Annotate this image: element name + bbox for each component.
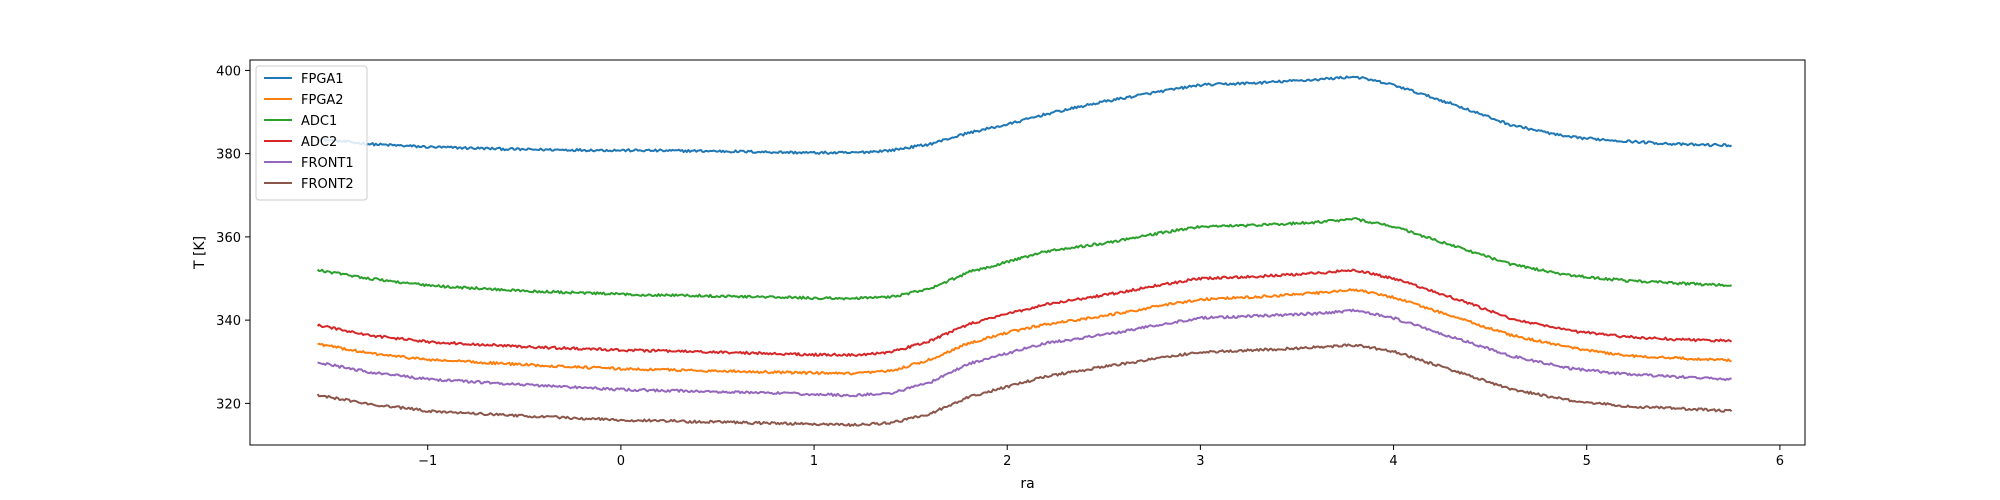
x-tick-label: 5 — [1583, 454, 1591, 469]
x-tick-label: 4 — [1389, 454, 1397, 469]
y-tick-label: 320 — [216, 397, 241, 412]
y-axis-label: T [K] — [192, 236, 208, 270]
series-line-front1 — [317, 308, 1732, 398]
legend-label: FRONT1 — [301, 156, 354, 171]
x-tick-label: 6 — [1776, 454, 1784, 469]
y-axis-ticks: 320 340 360 380 400 — [216, 64, 250, 412]
legend-label: FPGA1 — [301, 72, 344, 87]
x-tick-label: 1 — [810, 454, 818, 469]
series-line-adc1 — [316, 217, 1732, 301]
legend-label: FPGA2 — [301, 93, 344, 108]
x-tick-label: 3 — [1196, 454, 1204, 469]
y-tick-label: 400 — [216, 64, 241, 79]
axes-frame — [249, 59, 1806, 446]
y-tick-label: 360 — [216, 231, 241, 246]
series-line-fpga2 — [317, 288, 1732, 376]
series-line-adc2 — [316, 268, 1733, 358]
legend-label: ADC2 — [301, 135, 337, 150]
legend-label: ADC1 — [301, 114, 337, 129]
x-axis-label: ra — [1020, 476, 1034, 492]
x-tick-label: −1 — [418, 454, 437, 469]
series-layer — [316, 75, 1733, 427]
y-tick-label: 380 — [216, 148, 241, 163]
x-tick-label: 2 — [1003, 454, 1011, 469]
x-tick-label: 0 — [617, 454, 625, 469]
series-line-fpga1 — [317, 75, 1733, 155]
legend-label: FRONT2 — [301, 177, 354, 192]
y-tick-label: 340 — [216, 314, 241, 329]
series-line-front2 — [316, 343, 1733, 427]
legend: FPGA1 FPGA2 ADC1 ADC2 FRONT1 FRONT2 — [255, 65, 368, 201]
x-axis-ticks: −1 0 1 2 3 4 5 6 — [418, 445, 1784, 469]
